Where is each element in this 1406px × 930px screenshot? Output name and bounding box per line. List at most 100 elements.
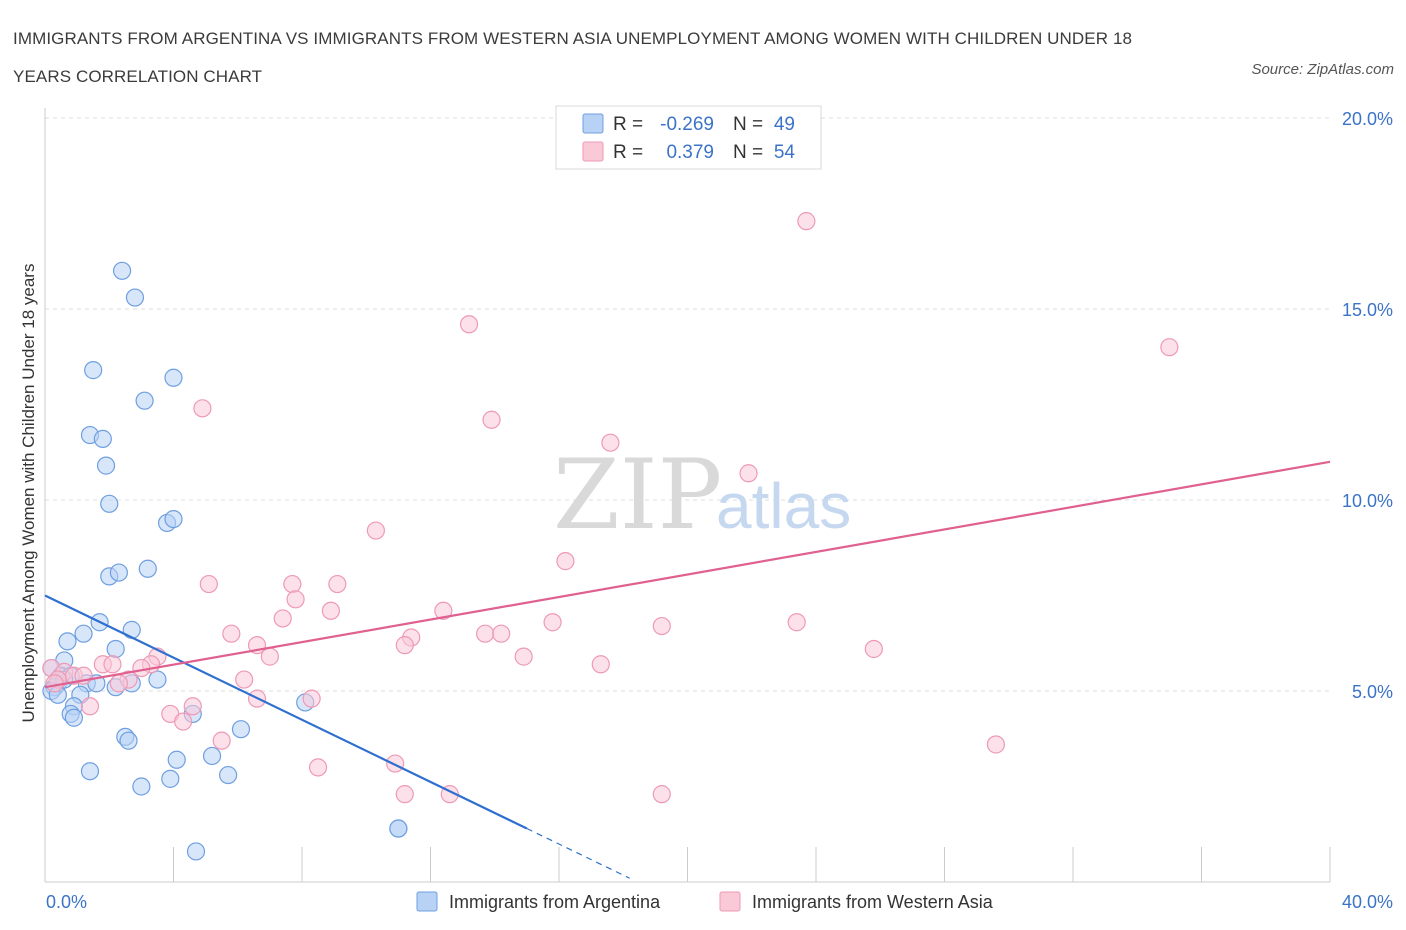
y-tick-label-0: 5.0% <box>1352 682 1393 702</box>
gridlines <box>45 117 1330 692</box>
legend-r-label-1: R = <box>613 114 643 135</box>
point-series-0-36 <box>64 708 84 727</box>
point-series-1-12 <box>286 590 305 609</box>
y-tick-label-1: 10.0% <box>1342 491 1393 511</box>
legend-r-value-1: -0.269 <box>660 114 714 135</box>
point-series-1-27 <box>514 647 533 666</box>
point-series-1-1 <box>1160 338 1179 357</box>
legend-swatch-western-asia <box>582 141 604 162</box>
x-tick-label-0: 0.0% <box>46 892 87 912</box>
point-series-1-2 <box>459 315 479 334</box>
point-series-1-20 <box>476 624 495 643</box>
point-series-0-13 <box>138 559 157 578</box>
point-series-0-47 <box>161 769 180 788</box>
point-series-0-31 <box>148 670 167 689</box>
point-series-1-46 <box>183 697 202 716</box>
point-series-1-17 <box>787 613 806 632</box>
point-series-1-15 <box>273 609 292 628</box>
watermark-atlas: atlas <box>716 470 851 542</box>
point-series-1-51 <box>386 754 405 773</box>
point-series-1-8 <box>556 552 575 571</box>
watermark-zip: ZIP <box>553 439 722 551</box>
y-tick-label-3: 20.0% <box>1342 109 1393 129</box>
point-series-1-5 <box>601 433 620 452</box>
point-series-1-26 <box>260 647 279 666</box>
point-series-1-6 <box>739 464 758 483</box>
y-axis-label: Unemployment Among Women with Children U… <box>19 264 38 723</box>
legend-n-value-1: 49 <box>774 114 795 135</box>
y-tick-label-2: 15.0% <box>1342 300 1393 320</box>
point-series-1-55 <box>652 785 671 804</box>
point-series-0-17 <box>58 632 77 651</box>
trend-line-series-1 <box>44 460 1331 689</box>
point-series-0-43 <box>167 750 186 769</box>
point-series-0-39 <box>231 720 251 739</box>
point-series-0-44 <box>80 762 100 781</box>
point-series-1-50 <box>986 735 1006 754</box>
bottom-legend-label-western-asia: Immigrants from Western Asia <box>752 892 994 912</box>
watermark: ZIP atlas <box>553 439 851 551</box>
legend-n-label-2: N = <box>733 142 763 163</box>
trend-line-series-0 <box>44 594 528 830</box>
point-series-1-44 <box>302 689 321 708</box>
point-series-0-45 <box>219 765 238 785</box>
point-series-1-4 <box>482 410 501 429</box>
point-series-1-18 <box>652 616 671 636</box>
point-series-1-53 <box>395 785 414 804</box>
stats-legend: R = -0.269 N = 49 R = 0.379 N = 54 <box>555 105 822 170</box>
chart-source: Source: ZipAtlas.com <box>1251 61 1394 78</box>
point-series-0-50 <box>186 842 206 861</box>
point-series-1-10 <box>283 574 302 594</box>
legend-n-value-2: 54 <box>774 142 796 163</box>
point-series-1-52 <box>308 758 328 777</box>
point-series-0-8 <box>100 494 119 513</box>
point-series-1-23 <box>395 636 414 655</box>
y-tick-labels: 5.0% 10.0% 15.0% 20.0% <box>1342 109 1393 702</box>
point-series-0-10 <box>164 509 183 529</box>
point-series-1-21 <box>492 624 511 643</box>
legend-swatch-argentina <box>582 113 604 134</box>
point-series-1-0 <box>797 212 816 231</box>
x-tick-label-1: 40.0% <box>1342 892 1393 912</box>
trend-extension-series-0 <box>526 827 630 879</box>
point-series-0-0 <box>112 261 132 280</box>
point-series-0-15 <box>74 624 93 643</box>
point-series-0-1 <box>125 288 145 307</box>
series-legend: Immigrants from Argentina Immigrants fro… <box>416 891 994 912</box>
x-tick-labels: 0.0% 40.0% <box>46 892 1393 912</box>
point-series-1-31 <box>103 655 122 674</box>
point-series-1-32 <box>591 655 610 674</box>
point-series-1-42 <box>109 674 128 693</box>
point-series-1-11 <box>328 574 347 594</box>
point-series-1-14 <box>434 601 453 620</box>
point-series-0-4 <box>135 391 154 410</box>
point-series-1-40 <box>235 670 254 689</box>
point-series-0-18 <box>106 639 125 659</box>
point-series-1-13 <box>321 601 341 620</box>
trend-lines <box>44 460 1331 879</box>
legend-r-value-2: 0.379 <box>666 142 714 163</box>
point-series-1-19 <box>222 624 241 643</box>
point-series-0-2 <box>84 361 103 380</box>
point-series-0-41 <box>119 731 138 750</box>
point-series-1-7 <box>366 521 385 540</box>
point-series-1-48 <box>174 712 193 731</box>
point-series-0-7 <box>96 456 116 475</box>
point-series-1-9 <box>199 574 218 594</box>
point-series-0-12 <box>109 563 128 582</box>
point-series-1-45 <box>80 697 100 716</box>
bottom-legend-swatch-argentina <box>416 891 438 912</box>
bottom-legend-label-argentina: Immigrants from Argentina <box>449 892 661 912</box>
legend-n-label-1: N = <box>733 114 763 135</box>
point-series-1-49 <box>212 731 231 750</box>
legend-r-label-2: R = <box>613 142 643 163</box>
point-series-0-3 <box>164 368 183 387</box>
point-series-1-3 <box>193 399 212 418</box>
point-series-0-49 <box>389 819 408 838</box>
point-series-0-16 <box>122 620 141 639</box>
point-series-0-46 <box>132 777 151 796</box>
bottom-legend-swatch-western-asia <box>719 891 741 912</box>
point-series-0-42 <box>202 746 222 766</box>
chart-title: IMMIGRANTS FROM ARGENTINA VS IMMIGRANTS … <box>13 29 1133 86</box>
